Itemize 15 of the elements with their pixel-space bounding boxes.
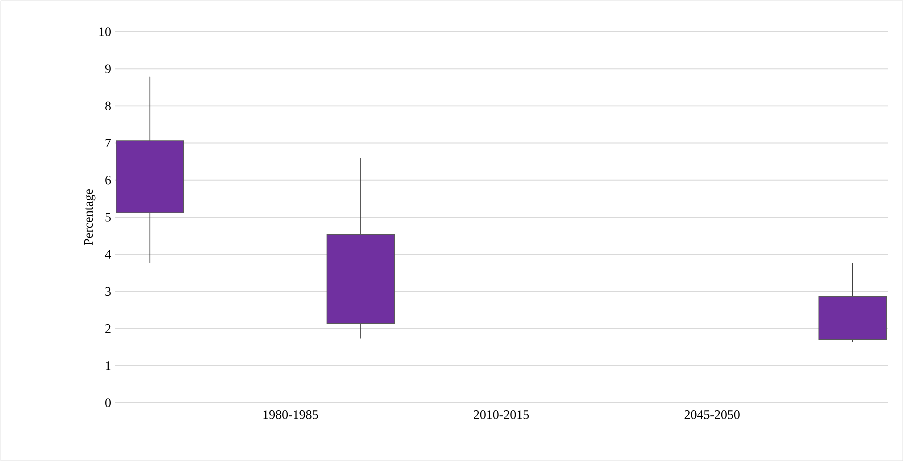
y-tick-label: 6 (106, 176, 112, 185)
y-tick-label: 2 (106, 324, 111, 334)
x-tick-label: 2045-2050 (684, 410, 740, 420)
y-tick-label: 10 (100, 28, 111, 36)
y-tick-label: 3 (106, 287, 111, 296)
x-tick-label: 1980-1985 (264, 410, 318, 420)
y-axis-title: Percentage (84, 190, 96, 246)
y-tick-label: 0 (106, 398, 111, 408)
y-tick-label: 4 (105, 250, 112, 259)
y-tick-label: 1 (106, 362, 111, 370)
y-tick-label: 8 (106, 102, 111, 111)
y-tick-label: 9 (105, 64, 111, 74)
y-tick-label: 7 (106, 139, 112, 148)
y-tick-label: 5 (106, 213, 111, 222)
x-tick-label: 2010-2015 (474, 410, 530, 420)
